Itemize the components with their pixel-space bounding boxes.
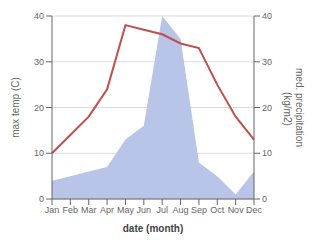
svg-text:Jun: Jun	[137, 205, 152, 215]
svg-text:Jan: Jan	[45, 205, 60, 215]
svg-text:Nov: Nov	[228, 205, 245, 215]
svg-text:20: 20	[262, 103, 272, 113]
svg-text:30: 30	[34, 57, 44, 67]
svg-text:Jul: Jul	[156, 205, 168, 215]
svg-text:Feb: Feb	[63, 205, 79, 215]
svg-text:Mar: Mar	[81, 205, 97, 215]
svg-text:date (month): date (month)	[123, 223, 184, 234]
svg-text:20: 20	[34, 103, 44, 113]
svg-text:40: 40	[262, 11, 272, 21]
svg-text:40: 40	[34, 11, 44, 21]
svg-text:med. precipitation (kg/m2): med. precipitation (kg/m2)	[282, 68, 305, 147]
svg-text:30: 30	[262, 57, 272, 67]
svg-text:Oct: Oct	[210, 205, 225, 215]
svg-text:10: 10	[34, 148, 44, 158]
svg-text:Apr: Apr	[100, 205, 114, 215]
svg-text:0: 0	[262, 194, 267, 204]
svg-text:Aug: Aug	[173, 205, 189, 215]
svg-text:Sep: Sep	[191, 205, 207, 215]
svg-text:10: 10	[262, 148, 272, 158]
svg-text:May: May	[117, 205, 135, 215]
svg-text:Dec: Dec	[246, 205, 263, 215]
svg-text:0: 0	[39, 194, 44, 204]
svg-text:max temp (C): max temp (C)	[10, 77, 21, 138]
